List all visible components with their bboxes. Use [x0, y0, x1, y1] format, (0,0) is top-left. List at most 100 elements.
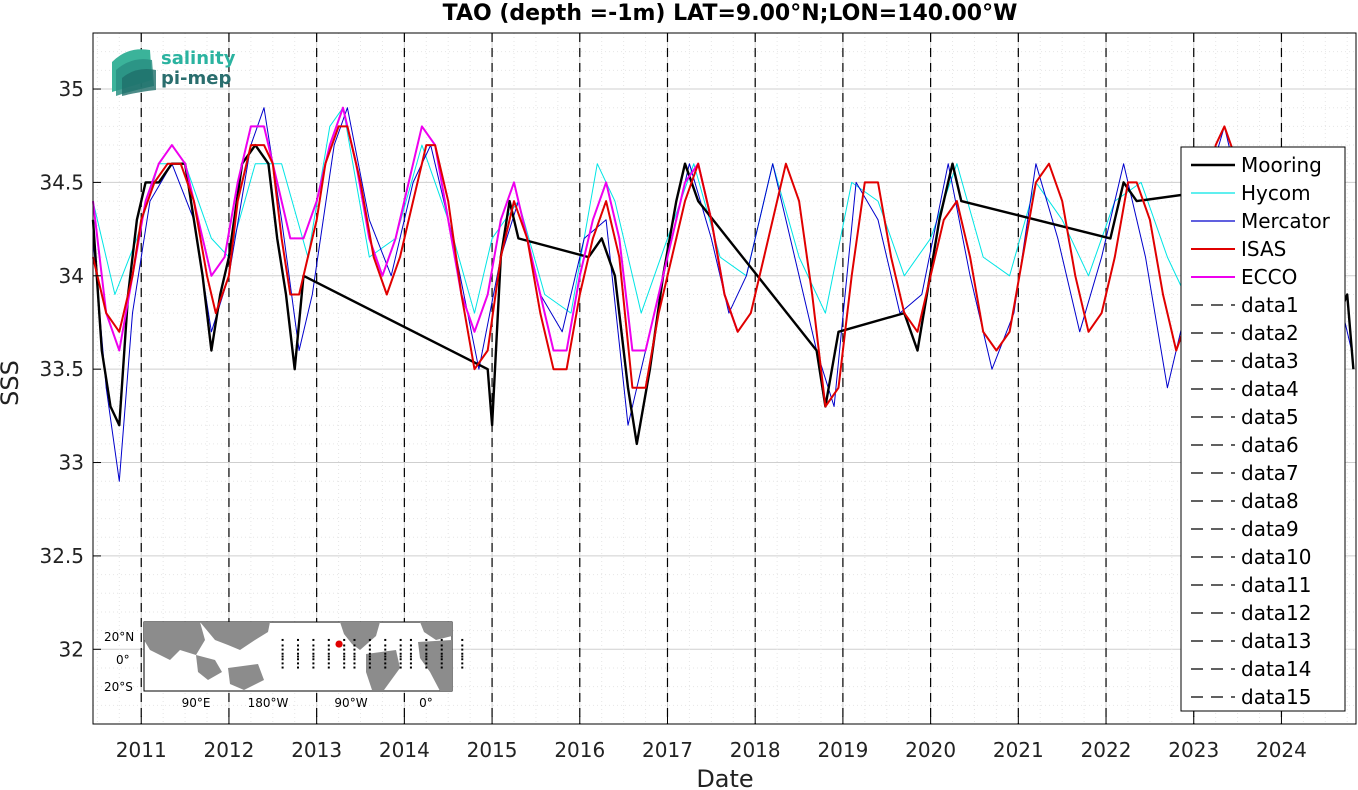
buoy-dot — [343, 666, 346, 669]
buoy-dot — [384, 658, 387, 661]
buoy-dot — [409, 644, 412, 647]
series-isas — [92, 125, 1239, 408]
inset-buoy-array — [281, 638, 464, 669]
buoy-dot — [281, 658, 284, 661]
legend-label-data2: data2 — [1241, 321, 1299, 345]
x-tick-label-2021: 2021 — [993, 738, 1044, 762]
buoy-dot — [312, 638, 315, 641]
inset-lat-0: 0° — [116, 653, 130, 667]
buoy-dot — [425, 655, 428, 658]
x-tick-label-2015: 2015 — [467, 738, 518, 762]
y-tick-label-32.5: 32.5 — [39, 544, 84, 568]
legend-label-data6: data6 — [1241, 433, 1299, 457]
x-tick-label-2017: 2017 — [642, 738, 693, 762]
buoy-dot — [440, 666, 443, 669]
buoy-dot — [368, 655, 371, 658]
x-axis-ticks: 2011 2012 2013 2014 2015 2016 2017 2018 2019 2020… — [116, 716, 1307, 762]
buoy-dot — [399, 662, 402, 665]
legend-label-data4: data4 — [1241, 377, 1299, 401]
buoy-dot — [425, 662, 428, 665]
x-tick-label-2022: 2022 — [1081, 738, 1132, 762]
buoy-dot — [425, 638, 428, 641]
legend-label-data5: data5 — [1241, 405, 1299, 429]
buoy-dot — [440, 648, 443, 651]
buoy-dot — [312, 658, 315, 661]
series-hycom — [92, 107, 1186, 314]
buoy-dot — [281, 652, 284, 655]
x-tick-label-2014: 2014 — [379, 738, 430, 762]
buoy-dot — [327, 652, 330, 655]
buoy-dot — [440, 652, 443, 655]
logo-waves-icon — [112, 49, 156, 96]
legend-label-data11: data11 — [1241, 573, 1312, 597]
buoy-dot — [409, 658, 412, 661]
target-location-marker — [335, 640, 343, 648]
plot-area — [93, 33, 1356, 724]
x-tick-label-2018: 2018 — [730, 738, 781, 762]
y-tick-label-32: 32 — [59, 637, 84, 661]
buoy-dot — [297, 652, 299, 655]
buoy-dot — [409, 666, 412, 669]
x-tick-label-2012: 2012 — [203, 738, 254, 762]
x-tick-label-2011: 2011 — [116, 738, 167, 762]
buoy-dot — [312, 652, 315, 655]
buoy-dot — [353, 638, 356, 641]
buoy-dot — [343, 644, 346, 647]
buoy-dot — [327, 648, 330, 651]
legend-label-data14: data14 — [1241, 657, 1312, 681]
x-tick-label-2019: 2019 — [817, 738, 868, 762]
buoy-dot — [425, 648, 428, 651]
buoy-dot — [409, 652, 412, 655]
legend-label-data13: data13 — [1241, 629, 1312, 653]
buoy-dot — [312, 666, 315, 669]
buoy-dot — [343, 658, 346, 661]
buoy-dot — [384, 638, 387, 641]
buoy-dot — [425, 658, 428, 661]
buoy-dot — [368, 638, 371, 641]
buoy-dot — [440, 655, 443, 658]
legend-label-mercator: Mercator — [1241, 209, 1331, 233]
buoy-dot — [461, 655, 464, 658]
buoy-dot — [327, 638, 330, 641]
legend: Mooring Hycom Mercator ISAS ECCO data1 data2 da… — [1180, 146, 1346, 712]
series-mooring — [91, 143, 1355, 446]
buoy-dot — [461, 666, 464, 669]
inset-lon-90e: 90°E — [182, 696, 211, 710]
y-tick-label-34: 34 — [59, 264, 84, 288]
buoy-dot — [399, 638, 402, 641]
legend-box — [1180, 146, 1346, 712]
inset-lon-90w: 90°W — [334, 696, 367, 710]
legend-label-ecco: ECCO — [1241, 265, 1297, 289]
buoy-dot — [368, 662, 371, 665]
buoy-dot — [461, 652, 464, 655]
buoy-dot — [297, 655, 299, 658]
buoy-dot — [327, 655, 330, 658]
plot-frame — [92, 32, 1357, 725]
buoy-dot — [353, 644, 356, 647]
buoy-dot — [368, 648, 371, 651]
legend-label-data9: data9 — [1241, 517, 1299, 541]
buoy-dot — [409, 648, 412, 651]
buoy-dot — [312, 655, 315, 658]
x-tick-label-2024: 2024 — [1256, 738, 1307, 762]
buoy-dot — [281, 666, 284, 669]
buoy-dot — [297, 658, 299, 661]
buoy-dot — [399, 648, 402, 651]
legend-label-data12: data12 — [1241, 601, 1312, 625]
buoy-dot — [353, 648, 356, 651]
buoy-dot — [399, 658, 402, 661]
buoy-dot — [327, 658, 330, 661]
buoy-dot — [353, 662, 356, 665]
buoy-dot — [327, 644, 330, 647]
logo-line2: pi-mep — [161, 68, 231, 89]
buoy-dot — [281, 655, 284, 658]
buoy-dot — [353, 652, 356, 655]
y-tick-label-34.5: 34.5 — [39, 170, 84, 194]
buoy-dot — [461, 648, 464, 651]
y-tick-label-35: 35 — [59, 77, 84, 101]
buoy-dot — [281, 662, 284, 665]
legend-label-data15: data15 — [1241, 685, 1312, 709]
buoy-dot — [384, 662, 387, 665]
buoy-dot — [368, 666, 371, 669]
buoy-dot — [297, 666, 299, 669]
